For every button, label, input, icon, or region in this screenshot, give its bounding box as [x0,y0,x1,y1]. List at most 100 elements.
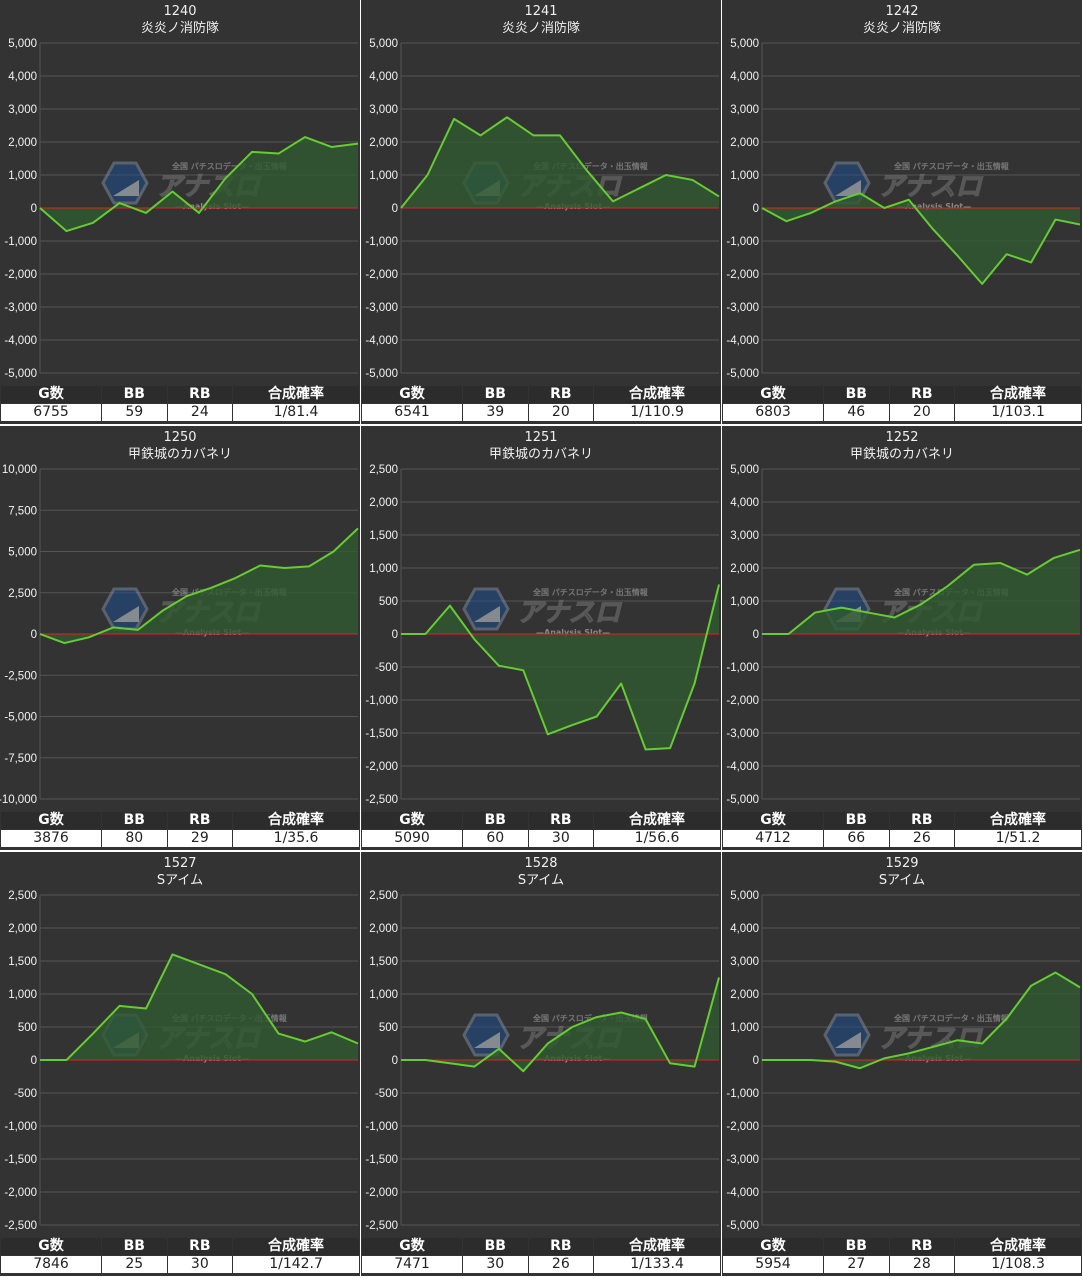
stats-header-rate: 合成確率 [954,1237,1082,1256]
stats-value-bb: 30 [462,1255,529,1274]
y-tick-label: 2,000 [8,137,37,149]
y-tick-label: -4,000 [726,761,759,773]
stats-value-row: 6755 59 24 1/81.4 [0,403,360,422]
chart: 5,000 4,000 3,000 2,000 1,000 0 -1,000 -2,000 -3… [4,38,359,380]
stats-header-bb: BB [101,385,168,404]
y-tick-label: -4,000 [726,335,759,347]
stats-header-bb: BB [823,385,890,404]
series-area [40,528,358,644]
y-tick-label: -1,000 [726,236,759,248]
y-tick-label: -500 [375,1088,398,1100]
stats-table: G数 BB RB 合成確率 3876 80 29 1/35.6 [0,811,360,848]
watermark-top-text: 全国 パチスロデータ・出玉情報 [532,1013,649,1023]
y-tick-label: -3,000 [726,302,759,314]
stats-value-bb: 59 [101,403,168,422]
y-tick-label: 5,000 [730,38,759,50]
machine-name: Sアイム [156,873,204,888]
y-tick-label: -5,000 [726,1220,759,1232]
stats-header-row: G数 BB RB 合成確率 [0,811,360,830]
y-tick-label: 0 [753,1055,759,1067]
y-tick-label: 4,000 [730,923,759,935]
y-tick-label: -5,000 [726,368,759,380]
machine-name: 炎炎ノ消防隊 [862,21,941,36]
stats-value-bb: 80 [101,829,168,848]
y-tick-label: -1,000 [4,1121,37,1133]
machine-name: 甲鉄城のカバネリ [127,447,232,462]
y-tick-label: 2,000 [730,989,759,1001]
y-tick-label: 2,000 [369,497,398,509]
y-tick-label: 0 [753,629,759,641]
stats-value-rb: 26 [888,829,956,848]
machine-number: 1242 [885,4,919,19]
y-tick-label: 5,000 [730,464,759,476]
machine-panel: 5,000 4,000 3,000 2,000 1,000 0 -1,000 -2,000 -3… [722,0,1082,424]
series-area [40,954,358,1060]
y-tick-label: 3,000 [8,104,37,116]
watermark-top-text: 全国 パチスロデータ・出玉情報 [532,587,649,597]
stats-value-g: 6803 [722,403,825,422]
stats-value-rate: 1/142.7 [232,1255,360,1274]
y-tick-label: 5,000 [8,38,37,50]
chart: 5,000 4,000 3,000 2,000 1,000 0 -1,000 -2,000 -3… [726,890,1081,1232]
y-tick-label: -500 [14,1088,37,1100]
y-tick-label: -5,000 [726,794,759,806]
stats-value-g: 5090 [361,829,464,848]
y-tick-label: -3,000 [726,728,759,740]
machine-name: 甲鉄城のカバネリ [849,447,954,462]
machine-name: Sアイム [517,873,565,888]
stats-value-rate: 1/108.3 [954,1255,1082,1274]
y-tick-label: -1,000 [4,236,37,248]
stats-value-bb: 25 [101,1255,168,1274]
stats-value-rate: 1/35.6 [232,829,360,848]
series-line [401,977,720,1073]
machine-number: 1528 [524,856,558,871]
machine-number: 1529 [885,856,919,871]
y-tick-label: -3,000 [365,302,398,314]
y-tick-label: -1,000 [365,695,398,707]
series-area [762,972,1080,1069]
stats-header-rate: 合成確率 [954,811,1082,830]
stats-header-row: G数 BB RB 合成確率 [722,1237,1082,1256]
stats-value-rate: 1/81.4 [232,403,360,422]
machine-number: 1251 [524,430,558,445]
stats-header-g: G数 [722,811,825,830]
stats-header-bb: BB [823,811,890,830]
y-tick-label: 0 [31,1055,37,1067]
stats-header-row: G数 BB RB 合成確率 [361,385,721,404]
stats-header-g: G数 [0,385,103,404]
stats-header-bb: BB [462,811,529,830]
chart: 2,500 2,000 1,500 1,000 500 0 -500 -1,000 -1,500… [365,464,720,806]
stats-value-bb: 46 [823,403,890,422]
y-tick-label: -5,000 [365,368,398,380]
y-tick-label: 2,500 [8,890,37,902]
stats-table: G数 BB RB 合成確率 6755 59 24 1/81.4 [0,385,360,422]
stats-value-rate: 1/103.1 [954,403,1082,422]
machine-panel: 2,500 2,000 1,500 1,000 500 0 -500 -1,000 -1,500… [0,852,360,1276]
stats-value-rb: 26 [527,1255,595,1274]
stats-header-bb: BB [101,811,168,830]
y-tick-label: 0 [31,203,37,215]
stats-value-row: 7471 30 26 1/133.4 [361,1255,721,1274]
machine-name: 甲鉄城のカバネリ [488,447,593,462]
stats-header-rb: RB [888,385,956,404]
stats-header-rb: RB [166,1237,234,1256]
y-tick-label: 0 [753,203,759,215]
y-tick-label: 0 [392,203,398,215]
stats-header-row: G数 BB RB 合成確率 [361,811,721,830]
y-tick-label: 7,500 [8,505,37,517]
stats-value-rate: 1/56.6 [593,829,721,848]
series-area [762,549,1080,634]
y-tick-label: 0 [392,629,398,641]
y-tick-label: -3,000 [726,1154,759,1166]
y-tick-label: -500 [375,662,398,674]
y-tick-label: -2,000 [4,1187,37,1199]
y-tick-label: 4,000 [730,497,759,509]
stats-value-row: 3876 80 29 1/35.6 [0,829,360,848]
stats-value-g: 6755 [0,403,103,422]
chart: 2,500 2,000 1,500 1,000 500 0 -500 -1,000 -1,500… [4,890,359,1232]
stats-header-g: G数 [722,1237,825,1256]
stats-header-rb: RB [527,1237,595,1256]
stats-header-g: G数 [361,1237,464,1256]
